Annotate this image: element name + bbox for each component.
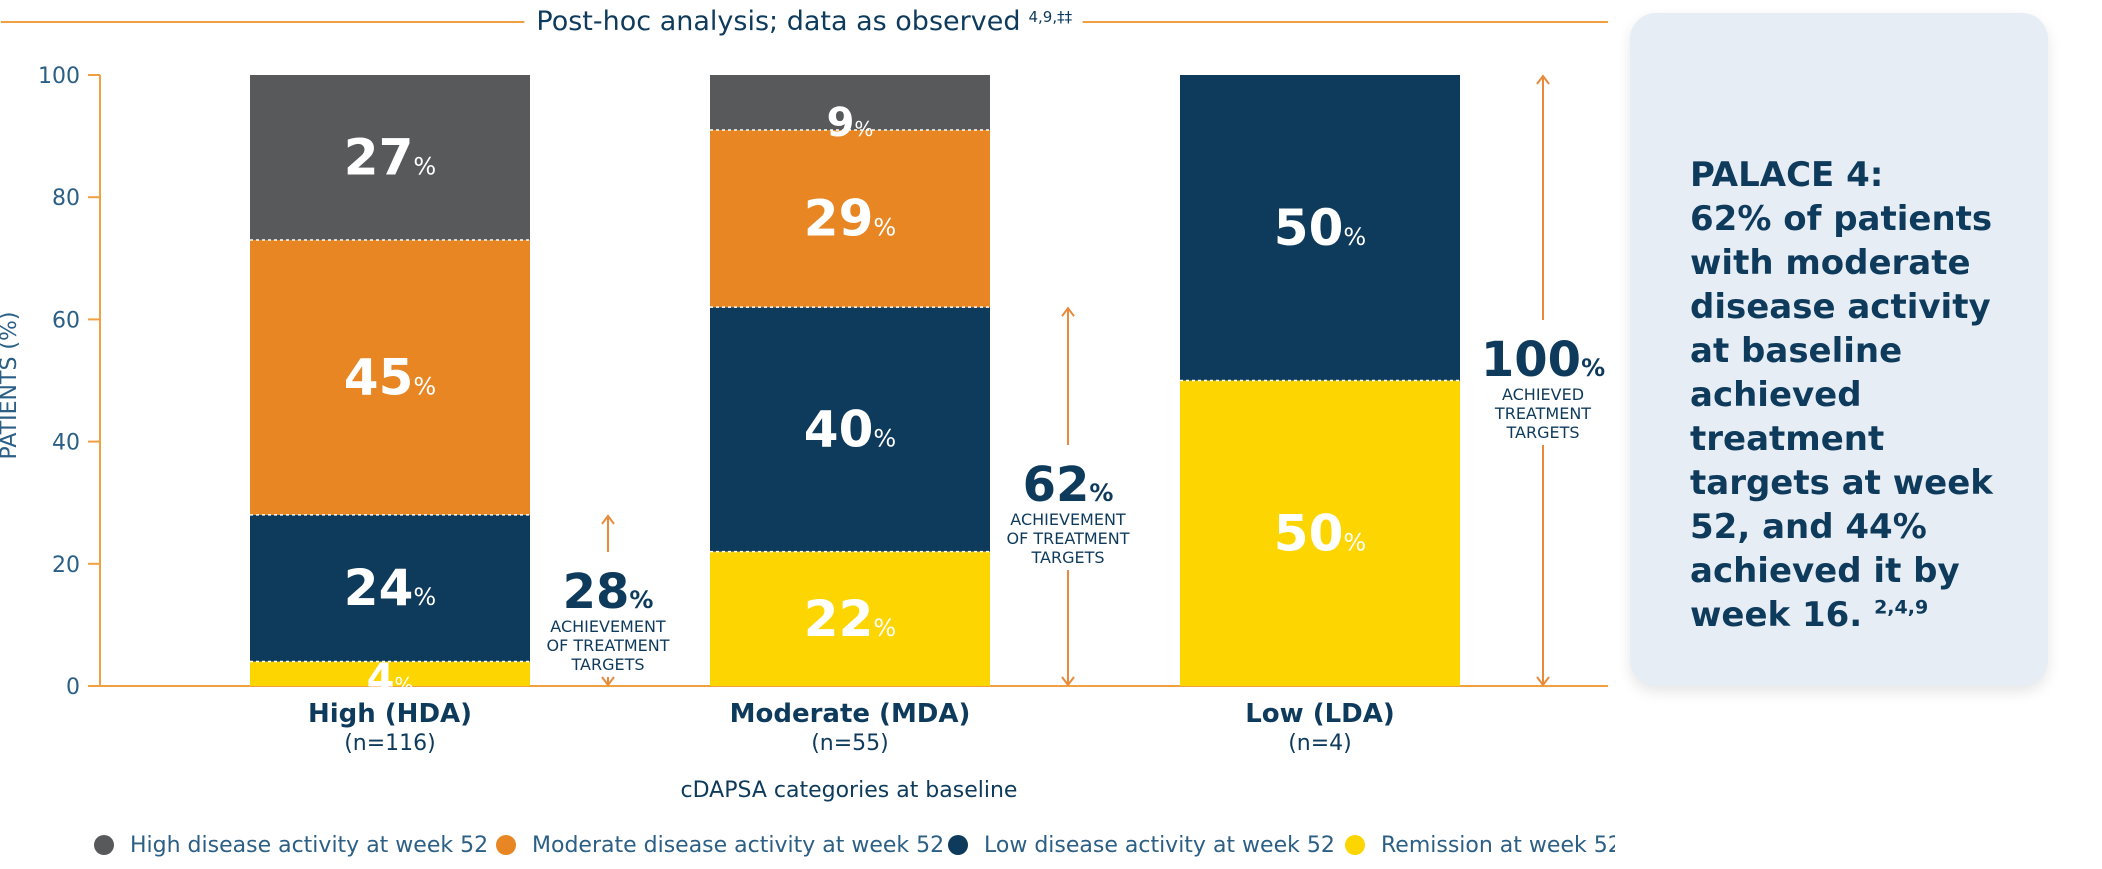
callout-text: PALACE 4: 62% of patients with moderate … — [1690, 153, 2018, 637]
bar-segment — [710, 307, 990, 552]
y-tick-label: 20 — [52, 553, 80, 578]
bar-segment — [1180, 75, 1460, 381]
bar-value-label: 45% — [344, 348, 436, 406]
y-tick-label: 80 — [52, 186, 80, 211]
callout-refs: 2,4,9 — [1874, 596, 1929, 619]
bar-value-label: 40% — [804, 400, 896, 458]
legend-marker — [1345, 835, 1365, 855]
x-axis-label: cDAPSA categories at baseline — [681, 778, 1018, 803]
y-tick-label: 0 — [66, 675, 80, 700]
y-axis-label: PATIENTS (%) — [0, 312, 22, 460]
annotation-arrowhead — [601, 514, 615, 525]
annotation-caption: TARGETS — [1505, 423, 1579, 442]
annotation-value: 62% — [1023, 457, 1114, 513]
annotation-arrowhead — [1061, 306, 1075, 317]
chart-title-refs: 4,9,‡‡ — [1028, 8, 1072, 26]
x-category-n: (n=116) — [344, 731, 436, 756]
annotation-arrowhead — [1536, 676, 1550, 687]
y-tick-label: 60 — [52, 308, 80, 333]
x-category-n: (n=4) — [1288, 731, 1352, 756]
annotation-value: 100% — [1481, 332, 1605, 388]
annotation-caption: OF TREATMENT — [546, 636, 669, 655]
bar-value-label: 27% — [344, 128, 436, 186]
x-category-label: Low (LDA) — [1245, 699, 1395, 729]
callout-box: PALACE 4: 62% of patients with moderate … — [1630, 13, 2048, 686]
annotation-caption: ACHIEVED — [1502, 385, 1584, 404]
annotation-caption: TARGETS — [570, 655, 644, 674]
annotation-value: 28% — [563, 564, 654, 620]
bar-segment — [1180, 380, 1460, 686]
annotation-caption: TREATMENT — [1494, 404, 1591, 423]
x-category-label: Moderate (MDA) — [730, 699, 971, 729]
callout-body: 62% of patients with moderate disease ac… — [1690, 199, 1993, 635]
annotation-caption: TARGETS — [1030, 548, 1104, 567]
y-tick-label: 100 — [38, 64, 80, 89]
annotation-arrowhead — [1061, 676, 1075, 687]
bar-segment — [710, 551, 990, 686]
bar-segment — [250, 661, 530, 686]
stacked-bar-chart: Post-hoc analysis; data as observed 4,9,‡… — [0, 6, 1615, 858]
annotation-caption: ACHIEVEMENT — [1010, 510, 1126, 529]
x-category-label: High (HDA) — [308, 699, 472, 729]
callout-title: PALACE 4: — [1690, 155, 1884, 195]
bar-value-label: 50% — [1274, 504, 1366, 562]
legend-label: Low disease activity at week 52 — [984, 833, 1335, 858]
bar-segment — [250, 75, 530, 240]
y-tick-label: 40 — [52, 431, 80, 456]
bar-value-label: 29% — [804, 190, 896, 248]
annotation-arrowhead — [601, 676, 615, 687]
bar-value-label: 9% — [827, 100, 874, 146]
bar-segment — [250, 514, 530, 662]
annotation-caption: ACHIEVEMENT — [550, 617, 666, 636]
legend-label: Moderate disease activity at week 52 — [532, 833, 944, 858]
bar-segment — [250, 239, 530, 515]
legend-marker — [94, 835, 114, 855]
legend-label: Remission at week 52 — [1381, 833, 1615, 858]
bar-value-label: 50% — [1274, 199, 1366, 257]
legend-marker — [948, 835, 968, 855]
bar-segment — [710, 129, 990, 308]
legend-label: High disease activity at week 52 — [130, 833, 488, 858]
bar-value-label: 4% — [367, 656, 414, 702]
annotation-arrowhead — [1536, 74, 1550, 85]
x-category-n: (n=55) — [811, 731, 889, 756]
annotation-caption: OF TREATMENT — [1006, 529, 1129, 548]
bar-segment — [710, 75, 990, 130]
chart-title: Post-hoc analysis; data as observed — [536, 6, 1020, 37]
legend-marker — [496, 835, 516, 855]
bar-value-label: 24% — [344, 559, 436, 617]
bar-value-label: 22% — [804, 590, 896, 648]
